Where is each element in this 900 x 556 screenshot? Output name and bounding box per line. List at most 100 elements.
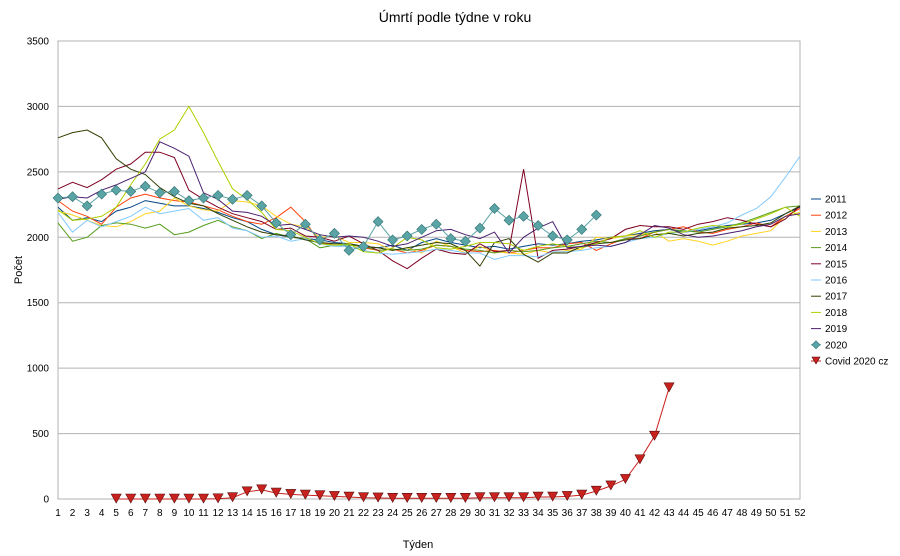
- series-2016: [57, 155, 801, 261]
- x-tick-label: 34: [533, 508, 545, 519]
- data-point: [110, 493, 122, 504]
- x-tick-label: 38: [591, 508, 603, 519]
- x-tick-label: 7: [143, 508, 149, 519]
- data-point: [270, 487, 282, 498]
- legend-label: 2020: [825, 340, 848, 351]
- data-point: [445, 233, 457, 245]
- legend-item: 2018: [811, 308, 848, 319]
- x-tick-label: 43: [663, 508, 675, 519]
- legend-item: 2016: [811, 276, 848, 287]
- series-line: [57, 205, 801, 254]
- x-tick-label: 29: [460, 508, 472, 519]
- data-point: [488, 492, 500, 503]
- x-tick-label: 21: [343, 508, 355, 519]
- data-point: [547, 230, 559, 242]
- grid: [58, 40, 800, 500]
- y-axis-ticks: 0 500 1000 1500 2000 2500 3000 3500: [27, 37, 50, 506]
- data-point: [445, 493, 457, 503]
- legend-item: 2011: [811, 195, 847, 206]
- legend-label: Covid 2020 cz: [825, 357, 888, 368]
- data-point: [343, 244, 355, 256]
- data-point: [241, 486, 253, 497]
- y-tick-label: 3500: [27, 37, 50, 48]
- data-point: [532, 220, 544, 231]
- data-point: [81, 200, 93, 212]
- x-tick-label: 48: [736, 508, 748, 519]
- y-tick-label: 0: [43, 495, 49, 506]
- legend-label: 2019: [825, 324, 848, 335]
- legend-item: 2013: [811, 227, 848, 238]
- data-point: [503, 214, 515, 226]
- data-point: [561, 234, 573, 246]
- data-point: [227, 193, 239, 205]
- data-point: [197, 493, 210, 504]
- x-tick-label: 24: [387, 508, 399, 519]
- x-tick-label: 20: [329, 508, 341, 519]
- series-line: [57, 141, 801, 254]
- data-point: [212, 189, 224, 201]
- data-point: [532, 491, 544, 502]
- legend-item: 2015: [811, 259, 848, 270]
- x-tick-label: 12: [212, 508, 224, 519]
- data-point: [299, 489, 311, 500]
- data-point: [401, 493, 413, 503]
- x-tick-label: 6: [128, 508, 134, 519]
- series-line: [57, 129, 801, 267]
- y-tick-label: 1000: [27, 364, 50, 375]
- x-tick-label: 13: [227, 508, 239, 519]
- x-tick-label: 42: [649, 508, 661, 519]
- x-tick-label: 22: [358, 508, 370, 519]
- data-point: [183, 195, 195, 207]
- data-point: [416, 224, 428, 235]
- x-tick-label: 23: [373, 508, 385, 519]
- x-tick-label: 16: [271, 508, 283, 519]
- y-tick-label: 2000: [27, 233, 50, 244]
- data-point: [329, 227, 340, 239]
- data-point: [503, 492, 515, 503]
- legend-label: 2018: [825, 308, 848, 319]
- x-tick-label: 47: [722, 508, 734, 519]
- legend-item: 2014: [811, 243, 848, 254]
- data-point: [139, 180, 151, 192]
- x-tick-label: 18: [300, 508, 312, 519]
- data-point: [67, 191, 78, 203]
- x-tick-label: 52: [794, 508, 806, 519]
- legend-label: 2016: [825, 276, 848, 287]
- x-tick-label: 26: [416, 508, 428, 519]
- plot-area-border: [57, 40, 801, 500]
- series-2019: [57, 141, 801, 254]
- legend-label: 2011: [825, 195, 847, 206]
- legend-marker: [811, 356, 821, 365]
- series-line: [57, 200, 801, 251]
- legend-label: 2013: [825, 227, 848, 238]
- data-point: [139, 493, 151, 504]
- x-tick-label: 5: [113, 508, 119, 519]
- x-tick-label: 10: [183, 508, 195, 519]
- legend-label: 2012: [825, 211, 848, 222]
- legend-item: 2012: [811, 211, 848, 222]
- data-point: [328, 491, 340, 502]
- data-point: [518, 492, 530, 503]
- data-point: [183, 493, 195, 504]
- series-2020: [52, 180, 602, 256]
- legend-marker: [811, 340, 821, 350]
- data-point: [648, 430, 661, 441]
- x-tick-label: 19: [314, 508, 326, 519]
- y-tick-label: 1500: [27, 298, 50, 309]
- series-2013: [57, 197, 801, 255]
- data-point: [285, 489, 297, 500]
- data-point: [285, 229, 297, 241]
- x-tick-label: 8: [157, 508, 163, 519]
- data-point: [256, 484, 268, 495]
- data-point: [168, 493, 180, 504]
- series-line: [57, 197, 801, 255]
- x-tick-label: 14: [242, 508, 254, 519]
- data-point: [576, 224, 588, 235]
- data-point: [561, 491, 573, 502]
- x-tick-label: 44: [678, 508, 690, 519]
- data-point: [154, 187, 166, 199]
- series-covid-2020-cz: [110, 382, 675, 504]
- x-tick-label: 41: [634, 508, 646, 519]
- legend: 2011 2012 2013 2014 2015 2016 2017 2018 2019 2020…: [811, 195, 888, 368]
- data-point: [314, 490, 326, 501]
